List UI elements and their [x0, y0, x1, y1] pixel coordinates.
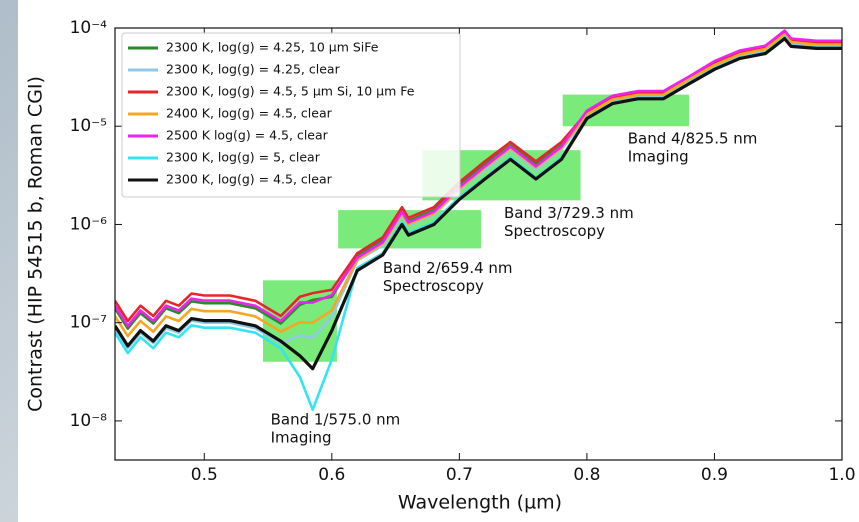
x-tick-label: 0.8 [573, 465, 600, 485]
y-tick-label: 10⁻⁶ [70, 214, 108, 234]
x-axis-label: Wavelength (µm) [398, 492, 562, 514]
legend-box [121, 32, 461, 198]
x-tick-label: 0.7 [446, 465, 473, 485]
series-line [115, 37, 842, 371]
x-tick-label: 0.5 [191, 465, 218, 485]
axes-frame [114, 27, 843, 461]
y-tick-label: 10⁻⁸ [70, 411, 108, 431]
legend-label: 2300 K, log(g) = 5, clear [166, 150, 321, 165]
x-tick-label: 0.9 [701, 465, 728, 485]
series-line [115, 33, 842, 338]
band-label: Imaging [271, 428, 332, 446]
band-label: Spectroscopy [383, 277, 484, 295]
band-label: Imaging [628, 148, 689, 166]
band-label: Band 4/825.5 nm [628, 130, 758, 148]
series-line [115, 31, 842, 323]
series-line [115, 29, 842, 328]
band-label: Band 2/659.4 nm [383, 259, 513, 277]
legend-label: 2500 K log(g) = 4.5, clear [166, 128, 329, 143]
y-tick-label: 10⁻⁷ [70, 313, 108, 333]
y-tick-label: 10⁻⁴ [70, 18, 108, 38]
legend-label: 2300 K, log(g) = 4.25, 10 µm SiFe [166, 40, 379, 55]
y-axis-label: Contrast (HIP 54515 b, Roman CGI) [25, 76, 47, 412]
band-label: Band 3/729.3 nm [504, 204, 634, 222]
y-tick-label: 10⁻⁵ [70, 116, 107, 136]
legend-label: 2300 K, log(g) = 4.25, clear [166, 62, 341, 77]
x-tick-label: 0.6 [318, 465, 345, 485]
band-label: Spectroscopy [504, 222, 605, 240]
band-label: Band 1/575.0 nm [271, 410, 401, 428]
plot-area [115, 29, 842, 411]
legend-label: 2300 K, log(g) = 4.5, 5 µm Si, 10 µm Fe [166, 84, 415, 99]
legend-label: 2400 K, log(g) = 4.5, clear [166, 106, 333, 121]
legend-label: 2300 K, log(g) = 4.5, clear [166, 172, 333, 187]
x-tick-label: 1.0 [828, 465, 855, 485]
band-region [338, 210, 482, 249]
